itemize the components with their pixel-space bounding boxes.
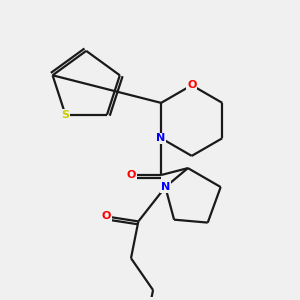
Text: O: O [102,212,111,221]
Text: S: S [61,110,69,120]
Text: O: O [127,170,136,180]
Text: N: N [161,182,170,192]
Text: N: N [157,133,166,143]
Text: O: O [187,80,196,90]
